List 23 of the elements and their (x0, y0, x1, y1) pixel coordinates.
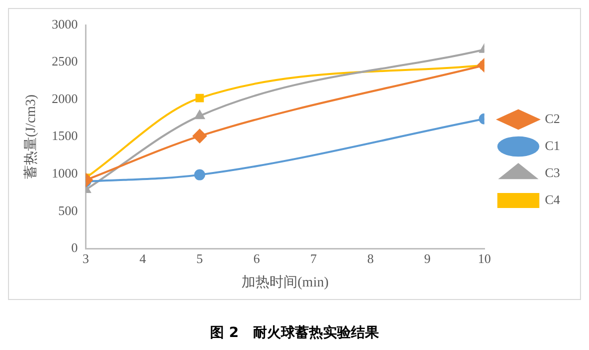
x-tick-label: 9 (424, 250, 431, 266)
x-axis-title: 加热时间(min) (242, 274, 329, 290)
x-tick-label: 5 (196, 250, 203, 266)
legend-label: C2 (544, 110, 560, 126)
legend-label: C1 (544, 138, 560, 153)
x-tick-label: 3 (82, 250, 90, 266)
point (195, 94, 204, 102)
y-tick-label: 500 (58, 202, 78, 218)
y-tick-label: 2500 (52, 54, 78, 69)
y-axis-title: 蓄热量(J/cm3) (23, 94, 40, 180)
y-tick-label: 1500 (52, 128, 78, 144)
y-tick-label: 3000 (52, 16, 78, 32)
x-tick-label: 7 (310, 250, 318, 266)
y-tick-label: 0 (71, 240, 78, 256)
x-tick-label: 6 (253, 250, 260, 266)
x-tick-label: 4 (139, 250, 146, 266)
x-tick-label: 8 (367, 250, 374, 266)
legend-label: C3 (544, 164, 560, 180)
text: 图 2 耐火球蓄热实验结果 (209, 324, 380, 342)
y-tick-label: 2000 (52, 90, 78, 106)
x-tick-label: 10 (478, 250, 491, 266)
legend-label: C4 (544, 192, 560, 207)
y-tick-label: 1000 (52, 165, 78, 180)
